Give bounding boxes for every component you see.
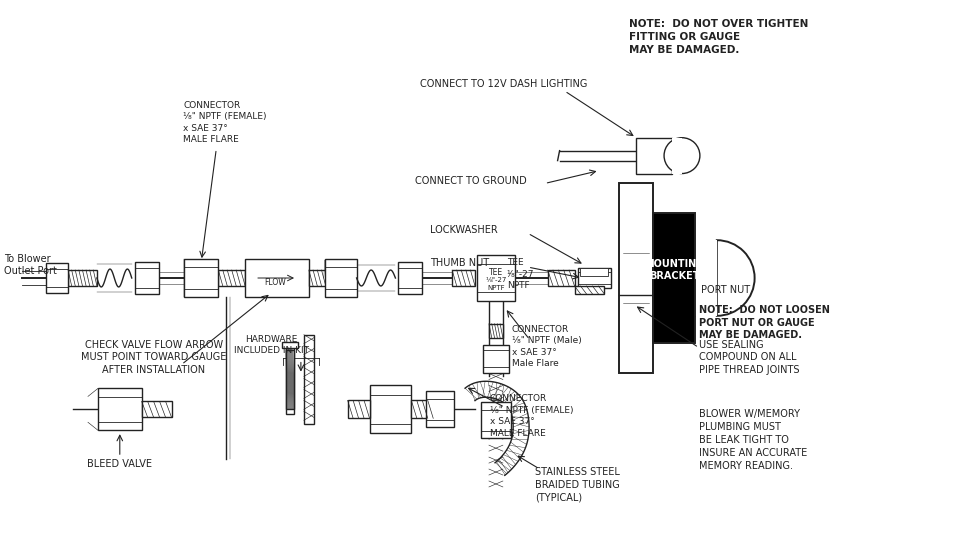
- Text: TEE: TEE: [489, 267, 503, 276]
- Bar: [135, 262, 159, 294]
- Text: CONNECTOR
¹⁄₈" NPTF (FEMALE)
x SAE 37°
MALE FLARE: CONNECTOR ¹⁄₈" NPTF (FEMALE) x SAE 37° M…: [490, 394, 573, 438]
- Text: TEE
¹⁄₈"-27
NPTF: TEE ¹⁄₈"-27 NPTF: [507, 258, 534, 290]
- Text: LOCKWASHER: LOCKWASHER: [431, 225, 498, 235]
- Bar: [347, 400, 369, 418]
- Text: CHECK VALVE FLOW ARROW
MUST POINT TOWARD GAUGE
AFTER INSTALLATION: CHECK VALVE FLOW ARROW MUST POINT TOWARD…: [81, 340, 226, 375]
- Circle shape: [664, 138, 700, 174]
- Bar: [398, 262, 422, 294]
- Text: MOUNTING
BRACKET: MOUNTING BRACKET: [644, 258, 704, 281]
- Bar: [245, 259, 309, 297]
- Text: NOTE:  DO NOT OVER TIGHTEN
FITTING OR GAUGE
MAY BE DAMAGED.: NOTE: DO NOT OVER TIGHTEN FITTING OR GAU…: [630, 19, 809, 55]
- Bar: [452, 270, 475, 286]
- Text: FLOW: FLOW: [264, 278, 286, 287]
- Bar: [672, 138, 682, 174]
- Bar: [577, 268, 612, 288]
- Bar: [282, 341, 298, 348]
- Bar: [98, 388, 142, 430]
- Bar: [185, 259, 218, 297]
- Text: BLOWER W/MEMORY
PLUMBING MUST
BE LEAK TIGHT TO
INSURE AN ACCURATE
MEMORY READING: BLOWER W/MEMORY PLUMBING MUST BE LEAK TI…: [699, 409, 807, 471]
- Text: BLEED VALVE: BLEED VALVE: [87, 459, 152, 469]
- Text: CONNECT TO 12V DASH LIGHTING: CONNECT TO 12V DASH LIGHTING: [420, 79, 588, 89]
- Bar: [286, 345, 294, 414]
- Bar: [286, 350, 294, 409]
- Bar: [619, 183, 653, 373]
- Bar: [309, 270, 325, 286]
- Bar: [581, 268, 609, 276]
- Wedge shape: [717, 240, 755, 316]
- Text: To Blower
Outlet Port: To Blower Outlet Port: [5, 253, 57, 276]
- Bar: [324, 259, 357, 297]
- Bar: [574, 286, 605, 294]
- Text: CONNECTOR
¹⁄₈" NPTF (FEMALE)
x SAE 37°
MALE FLARE: CONNECTOR ¹⁄₈" NPTF (FEMALE) x SAE 37° M…: [184, 101, 267, 144]
- Bar: [304, 335, 314, 424]
- Text: PORT NUT: PORT NUT: [701, 285, 750, 295]
- Bar: [426, 392, 455, 427]
- Text: CONNECT TO GROUND: CONNECT TO GROUND: [415, 175, 527, 185]
- Text: NPTF: NPTF: [487, 285, 504, 291]
- Text: CONNECTOR
¹⁄₈" NPTF (Male)
x SAE 37°
Male Flare: CONNECTOR ¹⁄₈" NPTF (Male) x SAE 37° Mal…: [512, 325, 582, 368]
- Bar: [46, 263, 68, 293]
- Text: HARDWARE
INCLUDED IN KIT: HARDWARE INCLUDED IN KIT: [234, 335, 308, 355]
- Text: USE SEALING
COMPOUND ON ALL
PIPE THREAD JOINTS: USE SEALING COMPOUND ON ALL PIPE THREAD …: [699, 340, 799, 375]
- Bar: [481, 402, 511, 438]
- Bar: [547, 270, 574, 286]
- Bar: [412, 400, 434, 418]
- Bar: [695, 240, 717, 316]
- Bar: [218, 270, 245, 286]
- Bar: [142, 402, 171, 417]
- Bar: [636, 138, 672, 174]
- Bar: [477, 255, 515, 301]
- Bar: [68, 270, 97, 286]
- Text: STAINLESS STEEL
BRAIDED TUBING
(TYPICAL): STAINLESS STEEL BRAIDED TUBING (TYPICAL): [535, 467, 619, 502]
- Text: ⅛"-27: ⅛"-27: [485, 277, 506, 283]
- Text: THUMB NUT: THUMB NUT: [431, 258, 489, 268]
- Bar: [369, 385, 412, 433]
- Bar: [483, 345, 509, 373]
- Text: NOTE:  DO NOT LOOSEN
PORT NUT OR GAUGE
MAY BE DAMAGED.: NOTE: DO NOT LOOSEN PORT NUT OR GAUGE MA…: [699, 305, 830, 340]
- Bar: [489, 324, 502, 338]
- Bar: [653, 213, 695, 343]
